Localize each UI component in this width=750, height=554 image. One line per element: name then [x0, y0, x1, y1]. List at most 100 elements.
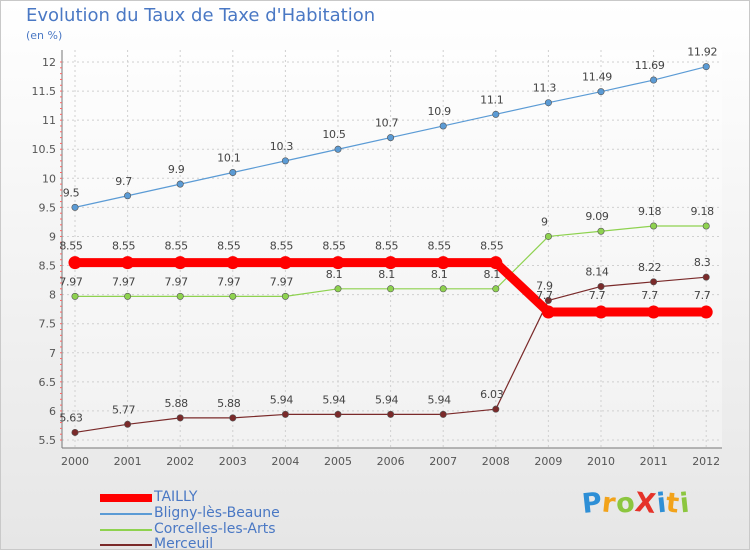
data-point-bligny-l-s-beaune [124, 192, 132, 200]
data-label-merceuil: 5.94 [322, 393, 346, 406]
data-point-corcelles-les-arts [544, 232, 552, 240]
data-label-bligny-l-s-beaune: 10.7 [375, 117, 399, 130]
x-tick-label: 2004 [271, 455, 299, 468]
y-tick-label: 9 [49, 230, 56, 243]
data-label-merceuil: 8.22 [638, 261, 661, 274]
data-point-merceuil [124, 420, 132, 428]
data-label-merceuil: 5.88 [165, 397, 189, 410]
logo-letter: X [633, 486, 659, 521]
data-point-bligny-l-s-beaune [334, 145, 342, 153]
data-point-tailly [68, 256, 82, 270]
data-point-corcelles-les-arts [281, 292, 289, 300]
legend-swatch-tailly [100, 494, 152, 502]
legend-swatch-corcelles [100, 529, 152, 531]
x-tick-label: 2001 [114, 455, 142, 468]
data-point-bligny-l-s-beaune [71, 203, 79, 211]
x-tick-label: 2009 [534, 455, 562, 468]
data-label-bligny-l-s-beaune: 9.5 [63, 186, 80, 199]
data-label-bligny-l-s-beaune: 11.92 [687, 46, 717, 59]
data-point-corcelles-les-arts [387, 285, 395, 293]
data-point-tailly [278, 256, 292, 270]
data-point-tailly [436, 256, 450, 270]
data-point-merceuil [334, 410, 342, 418]
data-point-tailly [173, 256, 187, 270]
grid [62, 50, 722, 448]
data-label-bligny-l-s-beaune: 11.3 [533, 82, 557, 95]
y-tick-label: 8 [49, 289, 56, 302]
y-tick-label: 5.5 [39, 434, 57, 447]
proxiti-logo: ProXiti [580, 486, 691, 521]
data-point-merceuil [176, 414, 184, 422]
data-point-corcelles-les-arts [492, 285, 500, 293]
y-tick-label: 8.5 [39, 260, 57, 273]
data-point-bligny-l-s-beaune [650, 76, 658, 84]
data-label-bligny-l-s-beaune: 11.69 [635, 59, 665, 72]
x-tick-label: 2012 [692, 455, 720, 468]
data-label-corcelles-les-arts: 8.1 [431, 268, 448, 281]
data-point-corcelles-les-arts [71, 292, 79, 300]
legend-label-tailly: TAILLY [154, 489, 198, 505]
data-label-merceuil: 5.88 [217, 397, 241, 410]
data-point-merceuil [702, 273, 710, 281]
data-point-merceuil [597, 282, 605, 290]
data-point-merceuil [650, 278, 658, 286]
data-label-corcelles-les-arts: 7.97 [59, 275, 83, 288]
y-tick-label: 6 [49, 405, 56, 418]
y-tick-label: 6.5 [39, 376, 57, 389]
data-label-merceuil: 6.03 [480, 388, 504, 401]
data-label-bligny-l-s-beaune: 9.7 [115, 175, 132, 188]
x-tick-label: 2007 [429, 455, 457, 468]
y-tick-label: 11.5 [32, 85, 57, 98]
data-point-tailly [331, 256, 345, 270]
y-tick-label: 10 [42, 172, 56, 185]
data-point-bligny-l-s-beaune [176, 180, 184, 188]
data-point-corcelles-les-arts [334, 285, 342, 293]
x-tick-label: 2005 [324, 455, 352, 468]
data-label-tailly: 7.7 [536, 289, 553, 302]
x-tick-label: 2003 [219, 455, 247, 468]
data-point-tailly [541, 305, 555, 319]
data-point-bligny-l-s-beaune [229, 168, 237, 176]
x-tick-label: 2011 [640, 455, 668, 468]
data-point-corcelles-les-arts [124, 292, 132, 300]
data-label-bligny-l-s-beaune: 10.9 [428, 105, 452, 118]
data-point-bligny-l-s-beaune [492, 110, 500, 118]
data-label-corcelles-les-arts: 9.18 [691, 205, 715, 218]
data-label-bligny-l-s-beaune: 11.1 [480, 93, 503, 106]
data-label-tailly: 8.55 [59, 240, 83, 253]
data-label-corcelles-les-arts: 7.97 [217, 275, 241, 288]
data-label-merceuil: 5.94 [270, 393, 294, 406]
data-point-merceuil [544, 296, 552, 304]
data-point-corcelles-les-arts [650, 222, 658, 230]
x-tick-label: 2002 [166, 455, 194, 468]
data-label-tailly: 7.7 [641, 289, 658, 302]
y-tick-label: 9.5 [39, 201, 57, 214]
data-point-merceuil [281, 410, 289, 418]
data-label-corcelles-les-arts: 7.97 [270, 275, 294, 288]
x-tick-label: 2006 [377, 455, 405, 468]
series-group [68, 63, 713, 436]
data-point-merceuil [229, 414, 237, 422]
data-label-bligny-l-s-beaune: 11.49 [582, 71, 612, 84]
data-label-merceuil: 5.94 [375, 393, 399, 406]
data-label-corcelles-les-arts: 7.97 [112, 275, 136, 288]
legend-label-bligny: Bligny-lès-Beaune [154, 505, 280, 521]
data-point-tailly [121, 256, 135, 270]
data-point-corcelles-les-arts [702, 222, 710, 230]
y-tick-label: 11 [42, 114, 56, 127]
data-point-bligny-l-s-beaune [597, 88, 605, 96]
y-tick-label: 10.5 [32, 143, 57, 156]
legend-swatch-bligny [100, 513, 152, 515]
data-point-corcelles-les-arts [229, 292, 237, 300]
data-point-tailly [594, 305, 608, 319]
data-point-tailly [647, 305, 661, 319]
data-label-tailly: 7.7 [694, 289, 711, 302]
data-label-bligny-l-s-beaune: 10.5 [322, 128, 346, 141]
data-label-bligny-l-s-beaune: 10.1 [217, 151, 240, 164]
data-label-tailly: 8.55 [428, 240, 452, 253]
x-tick-label: 2000 [61, 455, 89, 468]
data-label-tailly: 8.55 [112, 240, 136, 253]
y-tick-label: 7 [49, 347, 56, 360]
data-label-merceuil: 5.94 [428, 393, 452, 406]
x-tick-label: 2008 [482, 455, 510, 468]
